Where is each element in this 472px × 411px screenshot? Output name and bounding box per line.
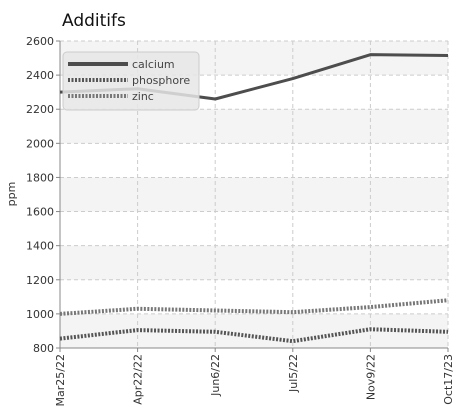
x-tick-label: Jun6/22 [209,354,222,397]
y-tick-label: 1400 [26,240,54,253]
y-tick-label: 1200 [26,274,54,287]
y-axis-label: ppm [5,182,18,207]
x-ticks: Mar25/22 Apr22/22 Jun6/22 Jul5/22 Nov9/22 Oct… [54,348,455,406]
y-tick-label: 1000 [26,308,54,321]
y-ticks: 800 1000 1200 1400 1600 1800 2000 2200 2400 2600 [26,35,60,355]
x-tick-label: Oct17/23 [442,354,455,405]
plot-band [60,313,448,348]
legend-label-phosphore: phosphore [132,74,190,87]
plot-band [60,109,448,144]
x-tick-label: Mar25/22 [54,354,67,406]
series-line-zinc [59,298,449,316]
y-tick-label: 1800 [26,171,54,184]
x-tick-label: Nov9/22 [364,354,377,400]
legend-label-zinc: zinc [132,90,154,103]
y-tick-label: 2200 [26,103,54,116]
legend-label-calcium: calcium [132,58,175,71]
plot-band [60,245,448,280]
y-tick-label: 2000 [26,137,54,150]
y-tick-label: 2400 [26,69,54,82]
plot-band [60,177,448,212]
legend: calcium phosphore zinc [62,51,200,111]
chart-title: Additifs [62,11,126,31]
y-tick-label: 800 [33,342,54,355]
x-tick-label: Jul5/22 [287,354,300,393]
y-tick-label: 1600 [26,206,54,219]
x-tick-label: Apr22/22 [132,354,145,405]
y-tick-label: 2600 [26,35,54,48]
